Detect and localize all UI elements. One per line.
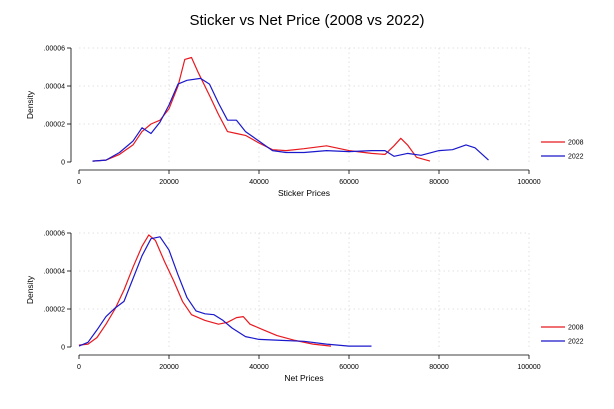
series-line-2022	[92, 77, 489, 162]
legend-label-2008: 2008	[568, 325, 584, 332]
chart-panel-1: 0 20000 40000 60000 80000 100000 0 .00002 .00004…	[25, 46, 584, 199]
series-line-2008	[92, 56, 431, 162]
x-tick-label: 80000	[429, 179, 449, 186]
series-line-2022	[78, 236, 372, 347]
y-axis-title: Density	[25, 90, 35, 119]
legend-label-2008: 2008	[568, 140, 584, 147]
x-tick-label: 20000	[159, 179, 179, 186]
x-tick-label: 40000	[249, 179, 269, 186]
y-tick-label: .00006	[44, 231, 66, 238]
x-axis-title: Sticker Prices	[278, 188, 330, 198]
x-tick-label: 100000	[517, 179, 540, 186]
y-tick-label: .00002	[44, 307, 66, 314]
y-tick-label: .00006	[44, 46, 66, 53]
x-tick-label: 40000	[249, 364, 269, 371]
legend-label-2022: 2022	[568, 154, 584, 161]
x-tick-label: 20000	[159, 364, 179, 371]
y-tick-label: .00004	[44, 269, 66, 276]
y-tick-label: 0	[61, 345, 65, 352]
y-axis-title: Density	[25, 275, 35, 304]
x-tick-label: 100000	[517, 364, 540, 371]
series-line-2008	[78, 234, 332, 347]
legend-label-2022: 2022	[568, 339, 584, 346]
y-tick-label: .00002	[44, 122, 66, 129]
chart-title: Sticker vs Net Price (2008 vs 2022)	[189, 12, 424, 29]
x-tick-label: 80000	[429, 364, 449, 371]
y-tick-label: 0	[61, 160, 65, 167]
x-tick-label: 60000	[339, 364, 359, 371]
x-axis-title: Net Prices	[284, 373, 323, 383]
y-tick-label: .00004	[44, 84, 66, 91]
x-tick-label: 0	[77, 179, 81, 186]
x-tick-label: 60000	[339, 179, 359, 186]
chart-panel-2: 0 20000 40000 60000 80000 100000 0 .00002 .00004…	[25, 231, 584, 384]
x-tick-label: 0	[77, 364, 81, 371]
